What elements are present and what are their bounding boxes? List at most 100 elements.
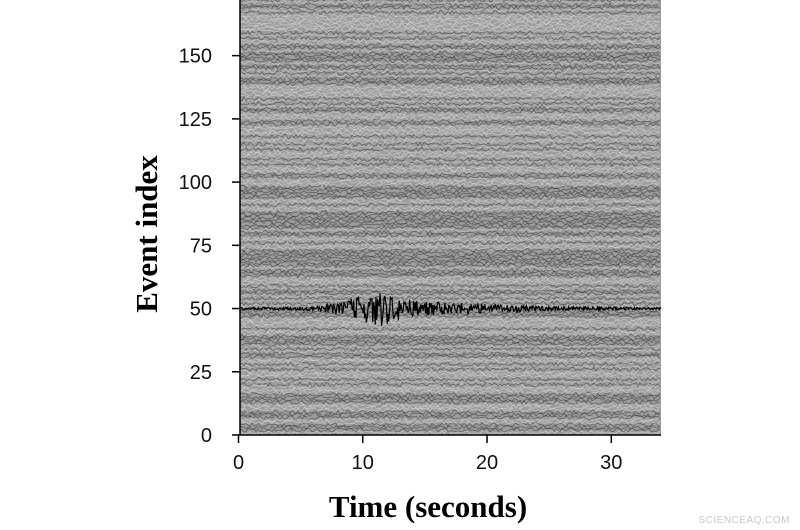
noise-trace	[240, 323, 661, 329]
noise-trace	[240, 417, 661, 423]
watermark: SCIENCEAQ.COM	[698, 515, 790, 526]
noise-trace	[240, 204, 661, 211]
noise-trace	[240, 199, 661, 206]
noise-trace	[240, 55, 661, 61]
noise-trace	[240, 363, 661, 370]
noise-trace	[240, 346, 661, 352]
noise-trace	[240, 93, 661, 99]
noise-trace	[240, 156, 661, 163]
y-tick-label: 50	[190, 299, 212, 321]
noise-traces	[240, 0, 661, 435]
noise-trace	[240, 161, 661, 168]
noise-trace	[240, 260, 661, 266]
x-tick-label: 0	[233, 452, 244, 474]
noise-trace	[240, 146, 661, 153]
noise-trace	[240, 394, 661, 400]
noise-trace	[240, 148, 661, 155]
y-tick-label: 125	[179, 109, 212, 131]
noise-trace	[240, 391, 661, 398]
noise-trace	[240, 0, 661, 3]
noise-trace	[240, 293, 661, 299]
y-tick-label: 25	[190, 362, 212, 384]
noise-trace	[240, 399, 661, 405]
noise-trace	[240, 169, 661, 175]
noise-trace	[240, 65, 661, 72]
noise-trace	[240, 78, 661, 84]
plot-area	[240, 0, 661, 435]
noise-trace	[240, 277, 661, 284]
noise-trace	[240, 30, 661, 36]
noise-trace	[240, 245, 661, 251]
noise-trace	[240, 361, 661, 367]
noise-trace	[240, 227, 661, 234]
x-axis-title: Time (seconds)	[329, 489, 527, 524]
noise-trace	[240, 267, 661, 274]
noise-trace	[240, 255, 661, 261]
noise-trace	[240, 186, 661, 193]
noise-trace	[240, 290, 661, 297]
noise-trace	[240, 103, 661, 110]
noise-trace	[240, 196, 661, 203]
y-tick-label: 100	[179, 172, 212, 194]
noise-trace	[240, 166, 661, 173]
noise-trace	[240, 217, 661, 223]
noise-trace	[240, 313, 661, 320]
noise-trace	[240, 242, 661, 249]
noise-trace	[240, 159, 661, 165]
noise-trace	[240, 356, 661, 362]
noise-trace	[240, 70, 661, 77]
noise-trace	[240, 272, 661, 279]
x-tick-label: 30	[600, 452, 622, 474]
y-tick-label: 0	[201, 425, 212, 447]
noise-trace	[240, 113, 661, 120]
noise-trace	[240, 414, 661, 421]
noise-trace	[240, 138, 661, 145]
y-tick-label: 150	[179, 46, 212, 68]
noise-trace	[240, 136, 661, 142]
noise-trace	[240, 308, 661, 315]
axes: 0 25 50 75 100 125 150 0 10 20 30	[179, 0, 661, 474]
noise-trace	[240, 419, 661, 426]
y-axis-title: Event index	[129, 155, 164, 313]
noise-trace	[240, 275, 661, 281]
noise-trace	[240, 85, 661, 92]
noise-trace	[240, 237, 661, 244]
noise-trace	[240, 401, 661, 408]
noise-trace	[240, 75, 661, 82]
noise-trace	[240, 247, 661, 254]
noise-trace	[240, 280, 661, 287]
noise-trace	[240, 427, 661, 433]
noise-trace	[240, 328, 661, 335]
noise-trace	[240, 338, 661, 345]
noise-trace	[240, 333, 661, 340]
noise-trace	[240, 126, 661, 132]
noise-trace	[240, 60, 661, 66]
noise-trace	[240, 376, 661, 383]
noise-trace	[240, 389, 661, 395]
noise-trace	[240, 118, 661, 125]
noise-trace	[240, 80, 661, 87]
noise-trace	[240, 63, 661, 69]
noise-trace	[240, 52, 661, 59]
noise-trace	[240, 17, 661, 24]
noise-trace	[240, 396, 661, 403]
noise-trace	[240, 411, 661, 418]
noise-trace	[240, 171, 661, 178]
noise-trace	[240, 45, 661, 51]
y-ticks: 0 25 50 75 100 125 150	[179, 46, 240, 447]
noise-trace	[240, 57, 661, 64]
noise-trace	[240, 310, 661, 317]
noise-trace	[240, 4, 661, 11]
noise-trace	[240, 214, 661, 221]
noise-trace	[240, 366, 661, 373]
noise-trace	[240, 131, 661, 137]
noise-trace	[240, 262, 661, 269]
noise-trace	[240, 50, 661, 56]
noise-trace	[240, 42, 661, 49]
noise-trace	[240, 32, 661, 39]
noise-trace	[240, 9, 661, 16]
noise-trace	[240, 35, 661, 41]
noise-trace	[240, 98, 661, 104]
noise-trace	[240, 320, 661, 327]
